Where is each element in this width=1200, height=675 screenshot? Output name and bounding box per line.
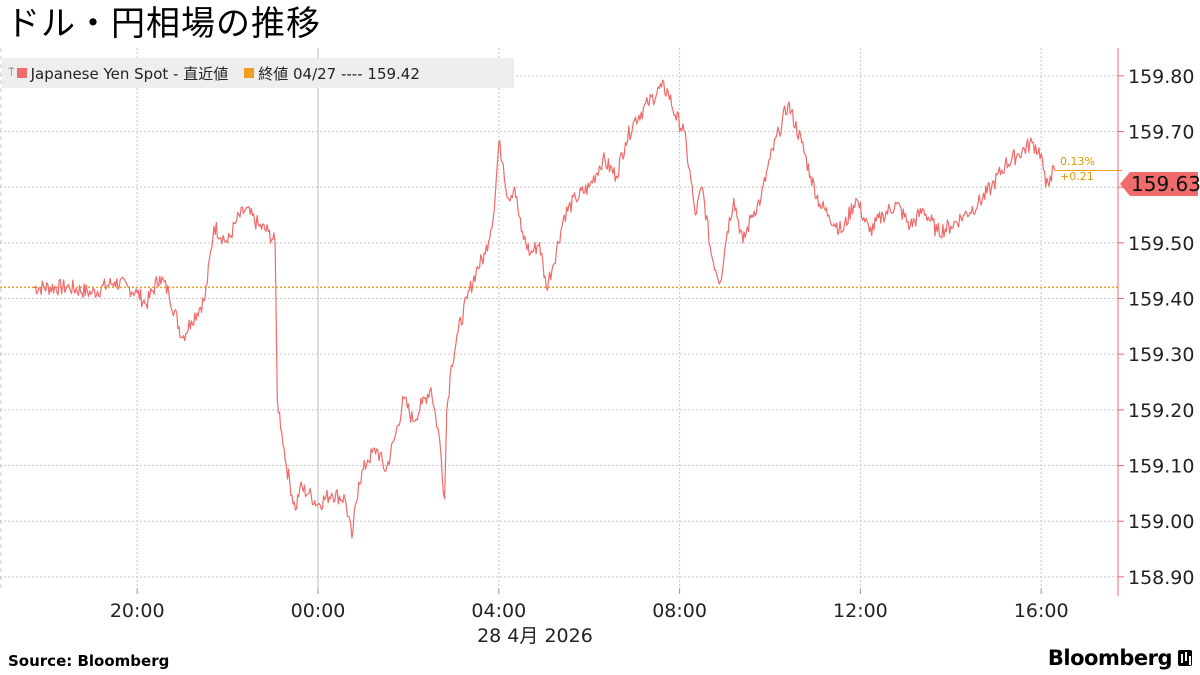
last-value-label: 159.63: [1131, 172, 1200, 196]
x-tick-label: 12:00: [833, 600, 888, 622]
brand-name: Bloomberg: [1047, 646, 1173, 670]
x-tick-label: 20:00: [110, 600, 165, 622]
y-tick-label: 159.20: [1128, 400, 1194, 422]
series-layer: 0.13% +0.21: [0, 79, 1122, 539]
legend: ⍑ Japanese Yen Spot - 直近値 終値 04/27 ---- …: [2, 58, 514, 88]
y-tick-label: 159.10: [1128, 456, 1194, 478]
legend-item-series: Japanese Yen Spot - 直近値: [16, 63, 229, 84]
change-pct-label: 0.13%: [1060, 155, 1095, 168]
legend-series-label: Japanese Yen Spot - 直近値: [30, 64, 229, 83]
y-tick-label: 159.00: [1128, 511, 1194, 533]
chart-title: ドル・円相場の推移: [6, 4, 321, 44]
x-tick-label: 16:00: [1014, 600, 1069, 622]
source-note: Source: Bloomberg: [8, 652, 170, 670]
yen-spot-series-line: [33, 79, 1056, 539]
x-axis-date-label: 28 4月 2026: [477, 625, 593, 647]
legend-swatch-close: [244, 68, 255, 78]
axis-layer: 159.80159.70159.60159.50159.40159.30159.…: [110, 48, 1200, 647]
y-tick-label: 158.90: [1128, 567, 1194, 589]
x-tick-label: 08:00: [652, 600, 707, 622]
x-tick-label: 00:00: [291, 600, 346, 622]
y-tick-label: 159.70: [1128, 122, 1194, 144]
legend-item-close: 終値 04/27 ---- 159.42: [244, 63, 420, 84]
y-tick-label: 159.50: [1128, 233, 1194, 255]
legend-drag-handle-icon[interactable]: ⍑: [8, 66, 15, 79]
grid-layer: [0, 48, 1118, 588]
x-tick-label: 04:00: [471, 600, 526, 622]
change-abs-label: +0.21: [1060, 170, 1094, 183]
y-tick-label: 159.30: [1128, 344, 1194, 366]
brand-logo: Bloomberg: [1048, 646, 1192, 670]
bloomberg-terminal-icon: [1178, 650, 1192, 666]
legend-close-label: 終値 04/27 ---- 159.42: [258, 64, 420, 83]
legend-swatch-series: [16, 68, 27, 78]
last-value-tag: [1120, 172, 1198, 196]
y-tick-label: 159.80: [1128, 66, 1194, 88]
y-tick-label: 159.40: [1128, 289, 1194, 311]
